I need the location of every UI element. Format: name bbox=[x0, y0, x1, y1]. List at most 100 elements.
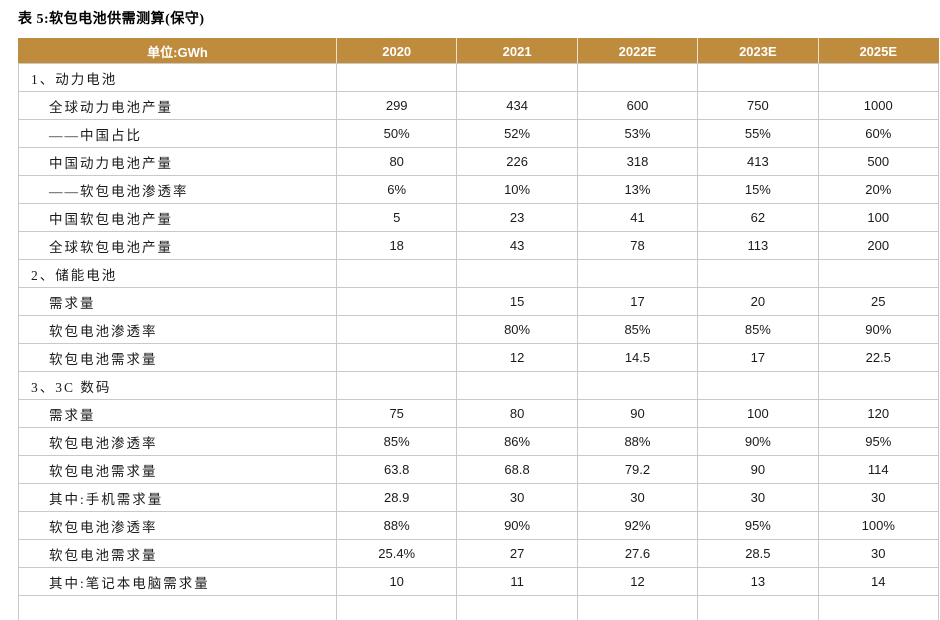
row-label: 中国动力电池产量 bbox=[18, 147, 337, 176]
table-cell bbox=[456, 63, 578, 92]
table-cell: 79.2 bbox=[576, 455, 699, 484]
table-cell: 113 bbox=[697, 231, 819, 260]
table-cell bbox=[335, 315, 458, 344]
row-label: ——中国占比 bbox=[18, 119, 337, 148]
table-row: 软包电池渗透率 85% 86% 88% 90% 95% bbox=[18, 427, 939, 456]
table-cell: 25.4% bbox=[335, 539, 458, 568]
row-label: 软包电池渗透率 bbox=[18, 511, 337, 540]
table-cell bbox=[697, 595, 819, 620]
table-cell: 10 bbox=[335, 567, 458, 596]
table-cell: 68.8 bbox=[456, 455, 578, 484]
table-cell: 62 bbox=[697, 203, 819, 232]
table-cell bbox=[335, 595, 458, 620]
table-row: 其中:手机需求量 28.9 30 30 30 30 bbox=[18, 483, 939, 512]
table-cell: 63.8 bbox=[335, 455, 458, 484]
table-row: 软包电池渗透率 88% 90% 92% 95% 100% bbox=[18, 511, 939, 540]
table-cell: 85% bbox=[697, 315, 819, 344]
table-row-section-energy-storage: 2、储能电池 bbox=[18, 259, 939, 288]
table-cell: 20 bbox=[697, 287, 819, 316]
table-cell bbox=[335, 287, 458, 316]
table-cell: 15 bbox=[456, 287, 578, 316]
table-cell: 12 bbox=[576, 567, 699, 596]
table-cell: 100% bbox=[817, 511, 939, 540]
table-cell bbox=[335, 63, 458, 92]
row-label: 软包电池需求量 bbox=[18, 455, 337, 484]
table-cell: 434 bbox=[456, 91, 578, 120]
row-label: 全球动力电池产量 bbox=[18, 91, 337, 120]
table-cell: 17 bbox=[576, 287, 699, 316]
table-cell bbox=[335, 343, 458, 372]
row-label: 3、3C 数码 bbox=[18, 371, 337, 400]
table-row: 需求量 15 17 20 25 bbox=[18, 287, 939, 316]
table-cell: 90% bbox=[456, 511, 578, 540]
row-label: 2、储能电池 bbox=[18, 259, 337, 288]
table-cell: 78 bbox=[576, 231, 699, 260]
table-row-section-power-battery: 1、动力电池 bbox=[18, 63, 939, 92]
table-cell: 18 bbox=[335, 231, 458, 260]
table-cell: 20% bbox=[817, 175, 939, 204]
table-cell: 30 bbox=[456, 483, 578, 512]
table-cell: 226 bbox=[456, 147, 578, 176]
table-row: 软包电池渗透率 80% 85% 85% 90% bbox=[18, 315, 939, 344]
table-cell: 86% bbox=[456, 427, 578, 456]
table-cell: 95% bbox=[817, 427, 939, 456]
row-label: 软包电池需求量 bbox=[18, 539, 337, 568]
table-row: 软包电池需求量 63.8 68.8 79.2 90 114 bbox=[18, 455, 939, 484]
table-cell: 43 bbox=[456, 231, 578, 260]
row-label: 其中:手机需求量 bbox=[18, 483, 337, 512]
table-cell: 55% bbox=[697, 119, 819, 148]
table-cell: 13 bbox=[697, 567, 819, 596]
table-cell: 30 bbox=[817, 483, 939, 512]
table-cell: 75 bbox=[335, 399, 458, 428]
table-row-section-3c-digital: 3、3C 数码 bbox=[18, 371, 939, 400]
row-label: 需求量 bbox=[18, 287, 337, 316]
row-label: 软包电池渗透率 bbox=[18, 315, 337, 344]
table-cell: 30 bbox=[817, 539, 939, 568]
table-cell: 53% bbox=[576, 119, 699, 148]
table-row: ——中国占比 50% 52% 53% 55% 60% bbox=[18, 119, 939, 148]
table-cell: 5 bbox=[335, 203, 458, 232]
table-title: 表 5:软包电池供需测算(保守) bbox=[18, 12, 205, 27]
table-cell bbox=[697, 259, 819, 288]
table-cell bbox=[576, 63, 699, 92]
header-year-2020: 2020 bbox=[335, 38, 458, 64]
table-row: 需求量 75 80 90 100 120 bbox=[18, 399, 939, 428]
table-cell: 13% bbox=[576, 175, 699, 204]
table-cell: 27.6 bbox=[576, 539, 699, 568]
table-cell: 28.9 bbox=[335, 483, 458, 512]
table-cell bbox=[817, 371, 939, 400]
table-cell: 85% bbox=[576, 315, 699, 344]
table-cell: 100 bbox=[817, 203, 939, 232]
row-label: 1、动力电池 bbox=[18, 63, 337, 92]
table-cell: 100 bbox=[697, 399, 819, 428]
header-year-2021: 2021 bbox=[456, 38, 578, 64]
table-cell: 600 bbox=[576, 91, 699, 120]
table-row: 其中:笔记本电脑需求量 10 11 12 13 14 bbox=[18, 567, 939, 596]
table-cell: 88% bbox=[576, 427, 699, 456]
table-cell: 200 bbox=[817, 231, 939, 260]
table-cell: 80% bbox=[456, 315, 578, 344]
table-cell: 22.5 bbox=[817, 343, 939, 372]
row-label: 全球软包电池产量 bbox=[18, 231, 337, 260]
table-cell bbox=[576, 259, 699, 288]
table-cell: 80 bbox=[335, 147, 458, 176]
row-label: 其中:笔记本电脑需求量 bbox=[18, 567, 337, 596]
table-cell: 60% bbox=[817, 119, 939, 148]
table-cell: 14.5 bbox=[576, 343, 699, 372]
table-cell: 90 bbox=[697, 455, 819, 484]
table-cell: 413 bbox=[697, 147, 819, 176]
table-cell: 41 bbox=[576, 203, 699, 232]
table-cell: 11 bbox=[456, 567, 578, 596]
table-cell: 500 bbox=[817, 147, 939, 176]
table-cell: 299 bbox=[335, 91, 458, 120]
table-cell bbox=[697, 371, 819, 400]
table-cell: 80 bbox=[456, 399, 578, 428]
table-cell: 92% bbox=[576, 511, 699, 540]
table-cell: 28.5 bbox=[697, 539, 819, 568]
table-cell bbox=[817, 595, 939, 620]
table-cell bbox=[817, 63, 939, 92]
table-row: ——软包电池渗透率 6% 10% 13% 15% 20% bbox=[18, 175, 939, 204]
table-cell: 318 bbox=[576, 147, 699, 176]
battery-supply-demand-table: 单位:GWh 2020 2021 2022E 2023E 2025E 1、动力电… bbox=[18, 38, 939, 620]
